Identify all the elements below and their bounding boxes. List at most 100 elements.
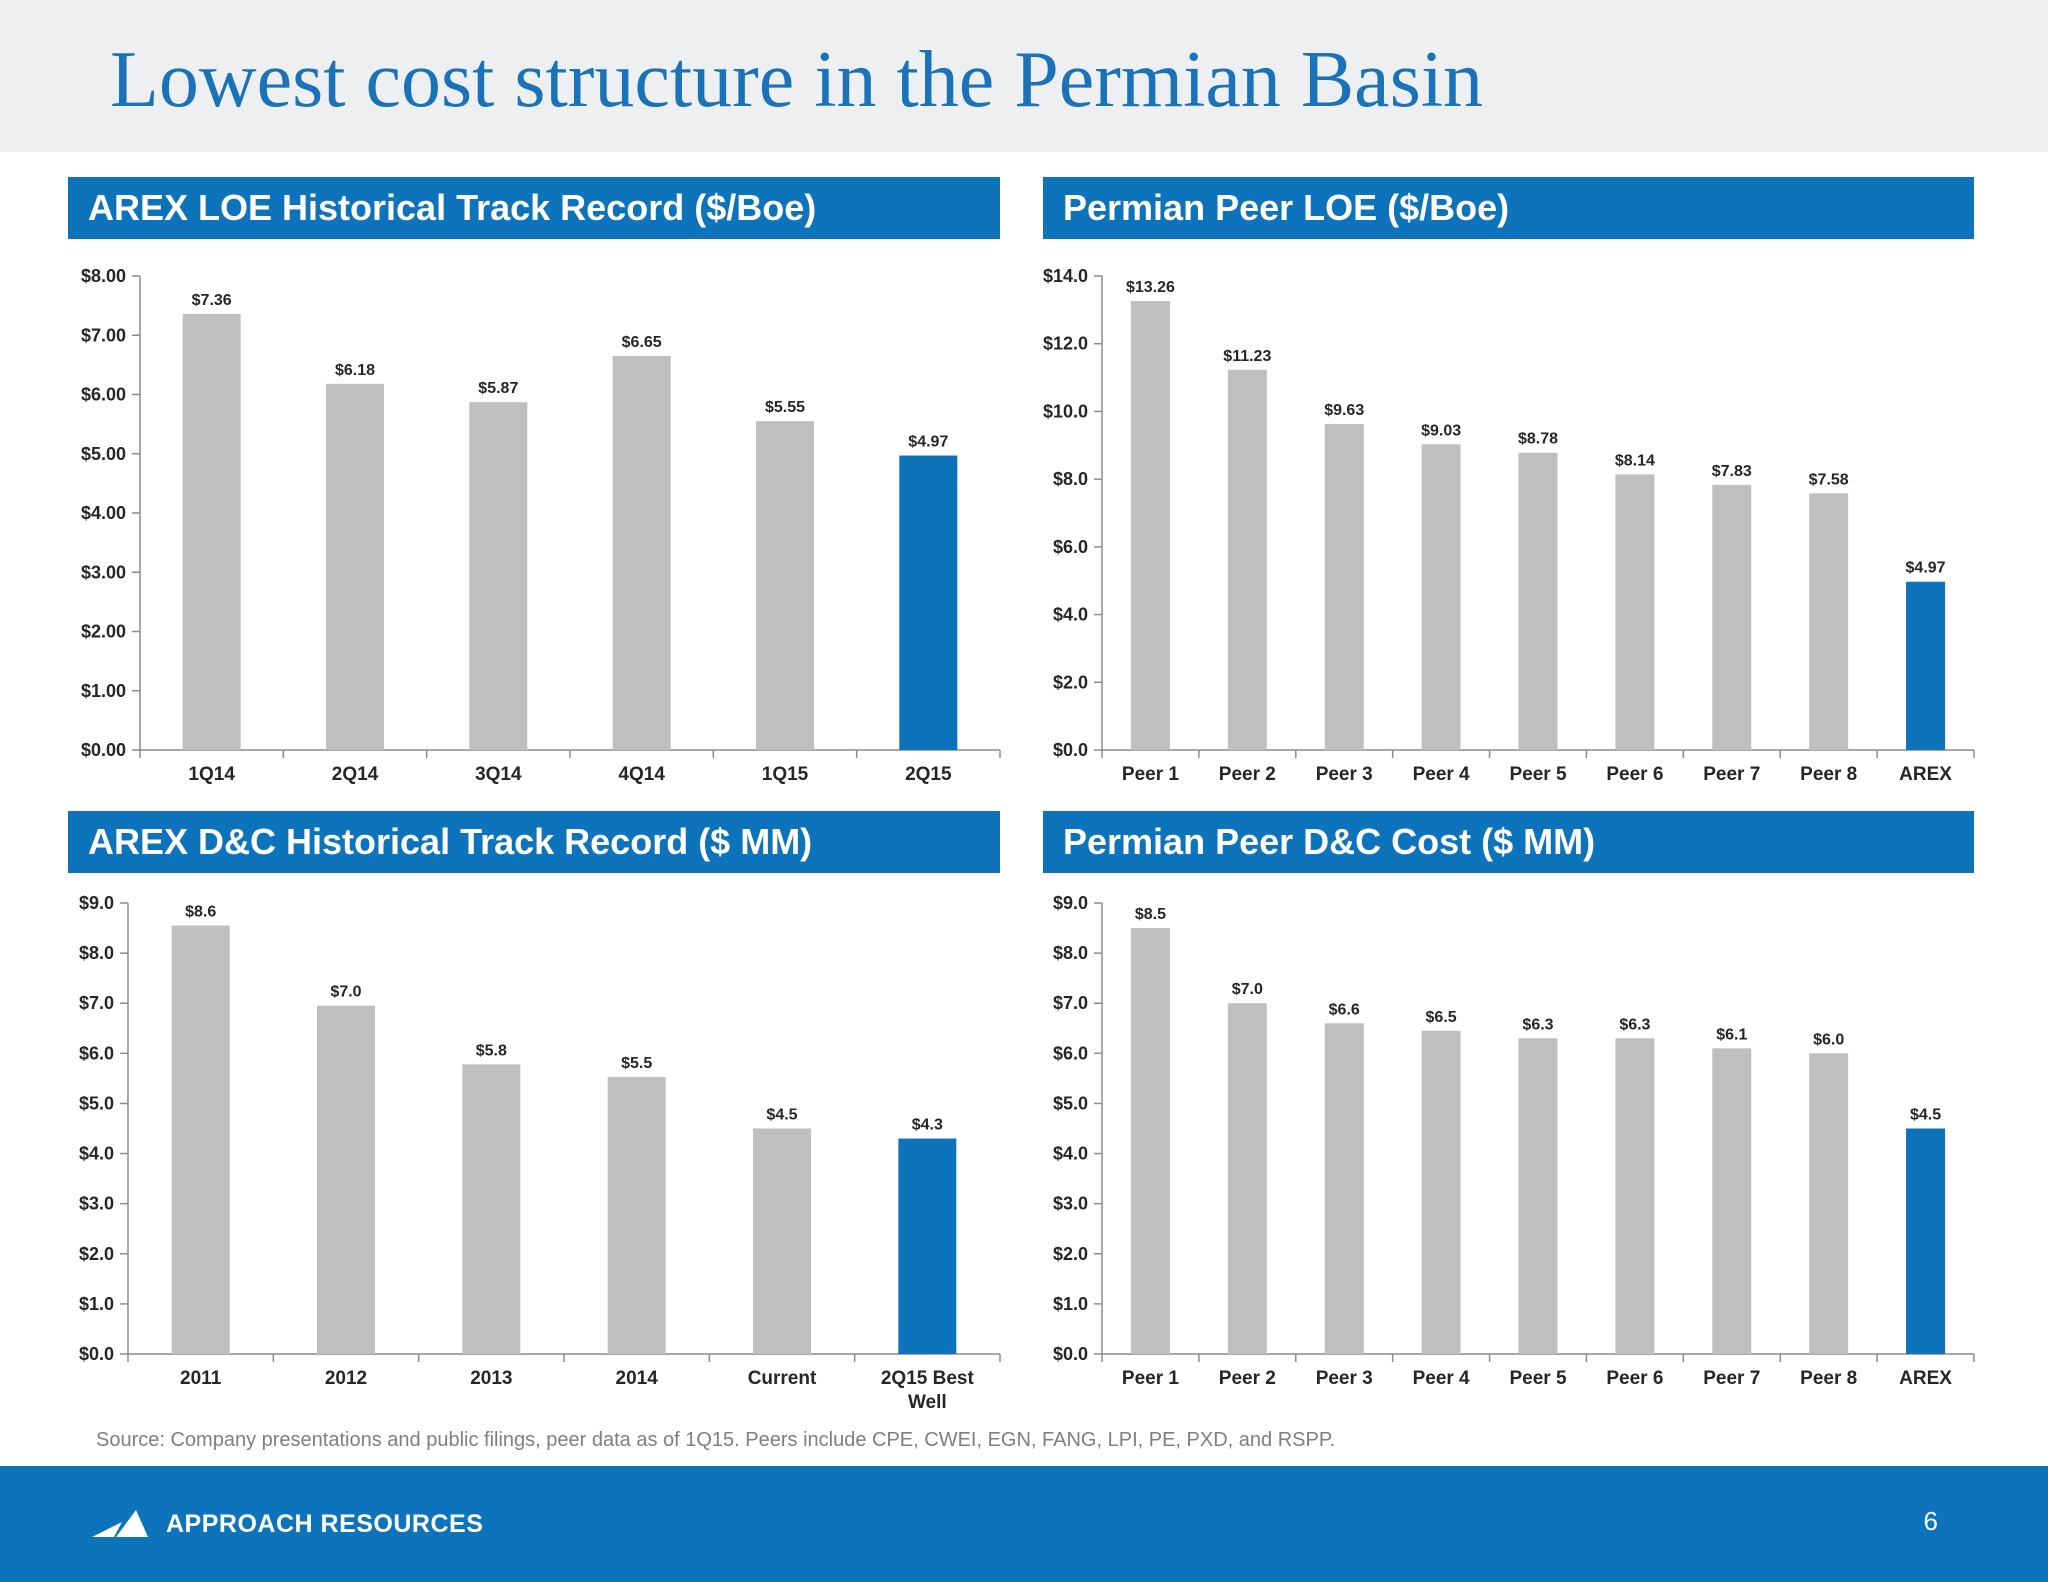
data-label: $6.18 xyxy=(335,362,375,379)
y-tick-label: $4.0 xyxy=(1053,1144,1088,1164)
data-label: $7.83 xyxy=(1712,463,1752,480)
x-tick-label: Peer 6 xyxy=(1606,764,1663,785)
bar xyxy=(317,1005,375,1354)
data-label: $4.3 xyxy=(912,1117,943,1134)
y-tick-label: $0.00 xyxy=(81,740,126,760)
data-label: $6.65 xyxy=(622,334,662,351)
y-tick-label: $2.0 xyxy=(1053,672,1088,692)
data-label: $6.3 xyxy=(1619,1016,1650,1033)
bar xyxy=(1906,1128,1946,1354)
x-tick-label: 2011 xyxy=(180,1368,222,1389)
x-tick-label: 2013 xyxy=(470,1368,512,1389)
y-tick-label: $0.0 xyxy=(1053,1344,1088,1364)
x-tick-label: Peer 7 xyxy=(1703,1368,1760,1389)
data-label: $8.5 xyxy=(1135,906,1166,923)
approach-logo-icon xyxy=(92,1510,148,1537)
x-tick-label: Peer 8 xyxy=(1800,1368,1857,1389)
bar xyxy=(607,1076,666,1354)
y-tick-label: $2.0 xyxy=(1053,1244,1088,1264)
y-tick-label: $4.0 xyxy=(1053,605,1088,625)
x-tick-label: Current xyxy=(748,1368,817,1389)
panel-header-peer-dc: Permian Peer D&C Cost ($ MM) xyxy=(1043,811,1974,873)
page-title: Lowest cost structure in the Permian Bas… xyxy=(110,36,1484,124)
data-label: $6.0 xyxy=(1813,1031,1844,1048)
y-tick-label: $7.0 xyxy=(1053,993,1088,1013)
company-logo: APPROACH RESOURCES xyxy=(92,1502,483,1546)
y-tick-label: $6.0 xyxy=(1053,537,1088,557)
x-tick-label: Peer 2 xyxy=(1219,764,1276,785)
x-tick-label: 3Q14 xyxy=(475,764,522,785)
chart-arex-loe: $0.00 $1.00 $2.00 $3.00 $4.00 $5.00 $6.00 $7.00… xyxy=(81,266,1001,785)
data-label: $4.5 xyxy=(766,1107,797,1124)
x-tick-label: Peer 5 xyxy=(1509,1368,1566,1389)
y-tick-label: $0.0 xyxy=(79,1344,114,1364)
x-tick-label: Well xyxy=(908,1392,947,1413)
bar xyxy=(1227,369,1267,750)
data-label: $6.5 xyxy=(1426,1009,1457,1026)
x-tick-label: Peer 3 xyxy=(1316,1368,1373,1389)
y-tick-label: $7.00 xyxy=(81,325,126,345)
y-tick-label: $9.0 xyxy=(79,893,114,913)
bar xyxy=(612,355,671,750)
source-note: Source: Company presentations and public… xyxy=(96,1429,1336,1451)
y-tick-label: $2.00 xyxy=(81,622,126,642)
x-tick-label: 2Q15 Best xyxy=(881,1368,975,1389)
y-tick-label: $6.00 xyxy=(81,385,126,405)
y-tick-label: $12.0 xyxy=(1043,334,1088,354)
data-label: $7.0 xyxy=(330,984,361,1001)
page-number: 6 xyxy=(1923,1506,1938,1536)
y-tick-label: $8.00 xyxy=(81,266,126,286)
bar xyxy=(1518,1038,1558,1354)
chart-peer-dc: $0.0 $1.0 $2.0 $3.0 $4.0 $5.0 $6.0 $7.0 $8.0 $9.0… xyxy=(1053,893,1975,1389)
y-tick-label: $7.0 xyxy=(79,993,114,1013)
y-tick-label: $6.0 xyxy=(1053,1043,1088,1063)
y-tick-label: $8.0 xyxy=(1053,469,1088,489)
y-tick-label: $9.0 xyxy=(1053,893,1088,913)
y-tick-label: $1.0 xyxy=(1053,1294,1088,1314)
data-label: $7.36 xyxy=(192,292,232,309)
data-label: $4.5 xyxy=(1910,1107,1941,1124)
x-tick-label: Peer 8 xyxy=(1800,764,1857,785)
y-tick-label: $2.0 xyxy=(79,1244,114,1264)
x-tick-label: AREX xyxy=(1899,764,1952,785)
y-tick-label: $5.00 xyxy=(81,444,126,464)
bar xyxy=(1324,1023,1364,1354)
data-label: $8.78 xyxy=(1518,431,1558,448)
bar xyxy=(1130,928,1170,1354)
data-label: $5.87 xyxy=(478,380,518,397)
bar xyxy=(1421,444,1461,750)
y-tick-label: $6.0 xyxy=(79,1043,114,1063)
y-tick-label: $3.0 xyxy=(1053,1194,1088,1214)
y-tick-label: $8.0 xyxy=(79,943,114,963)
data-label: $5.5 xyxy=(621,1055,652,1072)
bar xyxy=(462,1064,521,1354)
bar xyxy=(1615,1038,1655,1354)
x-tick-label: 2014 xyxy=(616,1368,659,1389)
data-label: $6.1 xyxy=(1716,1026,1747,1043)
company-name: APPROACH RESOURCES xyxy=(166,1509,484,1538)
x-tick-label: Peer 5 xyxy=(1509,764,1566,785)
data-label: $6.3 xyxy=(1522,1016,1553,1033)
x-tick-label: 2Q15 xyxy=(905,764,952,785)
data-label: $9.03 xyxy=(1421,422,1461,439)
bar xyxy=(1227,1003,1267,1354)
bar xyxy=(756,421,814,750)
x-tick-label: Peer 4 xyxy=(1413,764,1470,785)
x-tick-label: 2Q14 xyxy=(332,764,379,785)
data-label: $7.0 xyxy=(1232,981,1263,998)
x-tick-label: Peer 1 xyxy=(1122,764,1179,785)
y-tick-label: $1.00 xyxy=(81,681,126,701)
panel-header-arex-loe: AREX LOE Historical Track Record ($/Boe) xyxy=(68,177,1000,239)
bar xyxy=(171,925,230,1354)
y-tick-label: $10.0 xyxy=(1043,401,1088,421)
x-tick-label: 1Q15 xyxy=(762,764,809,785)
bar xyxy=(898,1138,957,1354)
bar xyxy=(1712,1048,1752,1354)
bar xyxy=(1421,1030,1461,1354)
x-tick-label: AREX xyxy=(1899,1368,1952,1389)
x-tick-label: 4Q14 xyxy=(618,764,665,785)
bar xyxy=(326,383,384,750)
x-tick-label: 2012 xyxy=(325,1368,367,1389)
data-label: $8.14 xyxy=(1615,452,1655,469)
y-tick-label: $3.0 xyxy=(79,1194,114,1214)
